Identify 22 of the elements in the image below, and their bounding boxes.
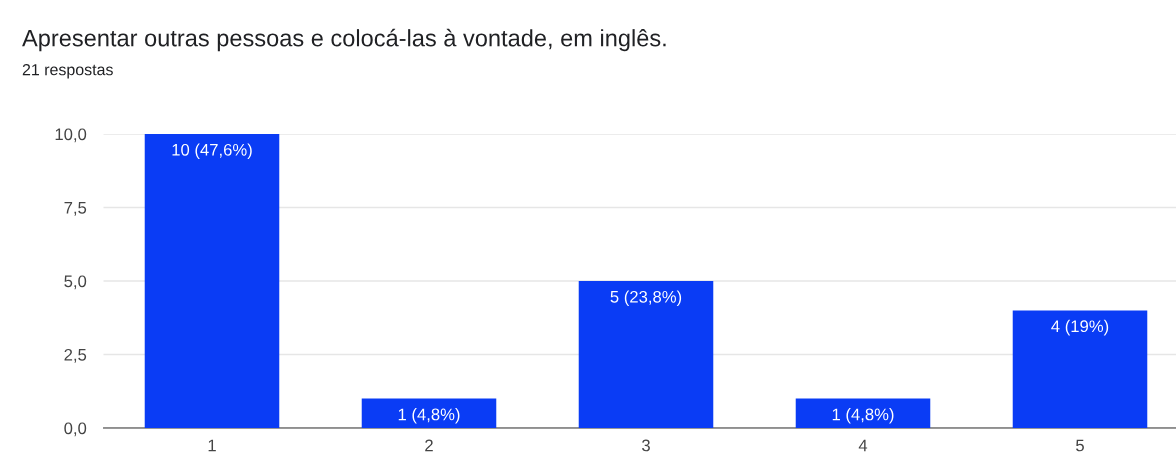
y-tick-label: 0,0 (64, 422, 87, 437)
data-label: 1 (4,8%) (398, 408, 460, 424)
x-tick-label: 3 (642, 439, 650, 452)
bar (795, 398, 931, 428)
data-label: 1 (4,8%) (832, 408, 894, 424)
x-tick-label: 2 (425, 439, 433, 452)
y-tick-label: 5,0 (64, 275, 87, 290)
data-label: 10 (47,6%) (172, 143, 252, 159)
x-tick-label: 4 (858, 439, 868, 452)
bar (144, 134, 280, 428)
chart-subtitle: 21 respostas (22, 63, 113, 79)
x-tick-label: 5 (1076, 439, 1084, 452)
y-tick-label: 7,5 (64, 202, 87, 216)
bar (361, 398, 497, 428)
data-label: 4 (19%) (1051, 319, 1109, 336)
y-tick-label: 2,5 (64, 348, 87, 363)
y-tick-label: 10,0 (55, 128, 87, 143)
chart-title: Apresentar outras pessoas e colocá-las à vontade, em inglês. (22, 28, 666, 52)
x-tick-label: 1 (208, 439, 216, 452)
bar (578, 281, 714, 428)
data-label: 5 (23,8%) (610, 290, 682, 306)
bar (1012, 310, 1148, 428)
